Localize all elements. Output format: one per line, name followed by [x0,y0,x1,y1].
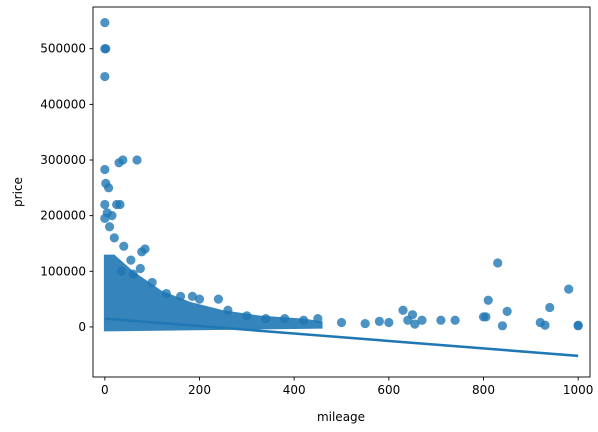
data-point [242,311,252,321]
data-point [374,316,384,326]
data-point [417,315,427,325]
data-point [100,17,110,28]
data-point [384,317,394,328]
data-point [161,288,171,299]
x-tick-label: 400 [283,383,306,397]
y-tick-label: 200000 [40,209,86,223]
data-point [545,302,555,313]
data-point [187,291,197,301]
data-point [175,291,186,301]
data-point [450,315,460,325]
axes-frame [92,6,591,378]
x-tick-label: 200 [188,383,211,397]
data-point [336,317,347,328]
x-axis: 0 200 400 600 800 1000 [101,377,593,397]
data-point [118,155,128,165]
y-tick-label: 400000 [40,97,86,111]
data-point [280,313,290,324]
data-point [115,199,125,210]
y-tick-label: 0 [78,320,86,334]
data-point [104,222,115,232]
data-point [481,312,491,322]
data-point [483,295,493,305]
data-point [101,44,111,54]
data-point [497,321,508,331]
data-point [223,305,233,315]
data-point [194,294,205,304]
data-point [147,277,157,288]
dense-point-cloud [103,254,323,332]
data-point [119,241,129,251]
data-point [132,155,142,165]
data-point [573,320,583,330]
y-tick-label: 300000 [40,153,86,167]
data-point [410,319,420,329]
data-point [313,313,323,324]
y-tick-label: 100000 [40,264,86,278]
data-point [540,320,550,330]
regression-line [104,317,579,358]
data-point [100,199,110,210]
x-tick-label: 1000 [563,383,594,397]
data-point [299,315,309,325]
data-point [109,233,119,243]
y-axis: 0 100000 200000 300000 400000 500000 [40,42,93,334]
data-point [398,305,408,315]
data-point [502,306,512,316]
data-point [100,213,110,224]
data-point [104,183,114,193]
y-tick-label: 500000 [40,42,86,56]
data-point [107,211,117,221]
x-tick-label: 600 [377,383,400,397]
data-point [261,313,271,324]
data-point [137,247,147,257]
x-axis-label: mileage [317,410,365,424]
y-axis-label: price [11,177,25,207]
data-point [493,258,503,268]
x-tick-label: 0 [101,383,109,397]
data-point [360,318,370,329]
x-tick-label: 800 [472,383,495,397]
data-point [100,71,110,82]
data-point [100,164,110,175]
data-point [213,294,224,304]
data-point [126,255,136,265]
plot-area [100,17,583,358]
data-point [564,284,574,294]
data-point [116,266,126,276]
data-point [135,263,145,274]
data-point [128,269,138,279]
data-point [436,315,446,325]
data-point [407,310,418,320]
